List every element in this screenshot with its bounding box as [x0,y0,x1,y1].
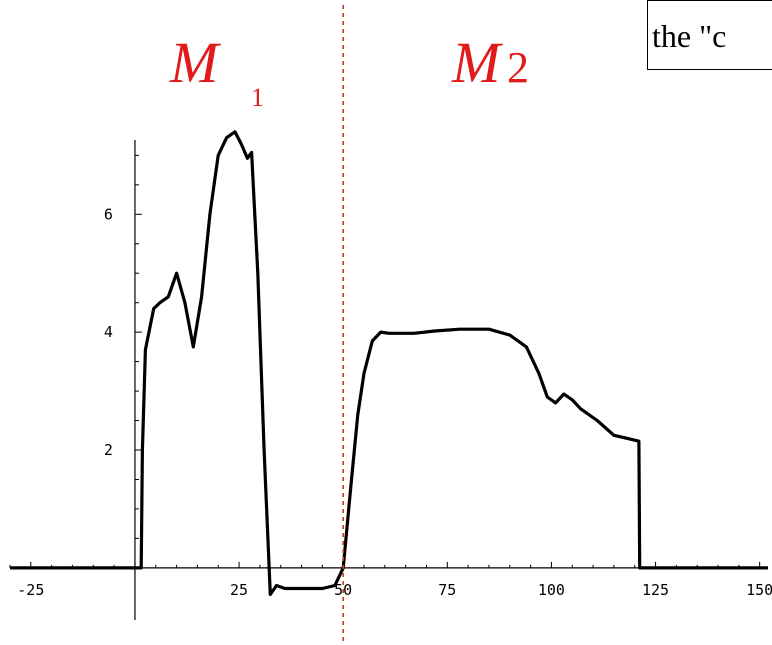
y-tick-label: 6 [104,205,113,223]
x-tick-label: 25 [230,581,248,599]
y-tick-label: 4 [104,323,113,341]
x-tick-label: 150 [746,581,772,599]
region-label-m1: M [169,30,221,95]
region-label-m2-subscript: 2 [507,43,529,92]
x-tick-label: -25 [17,581,44,599]
y-tick-label: 2 [104,441,113,459]
x-tick-label: 75 [438,581,456,599]
x-tick-label: 100 [538,581,565,599]
series-layer [10,130,768,597]
series-line [10,130,768,597]
x-tick-label: 125 [642,581,669,599]
region-label-m2: M [451,30,503,95]
region-label-m1-subscript: 1 [251,83,264,112]
annotation-box: the "c [647,0,772,70]
